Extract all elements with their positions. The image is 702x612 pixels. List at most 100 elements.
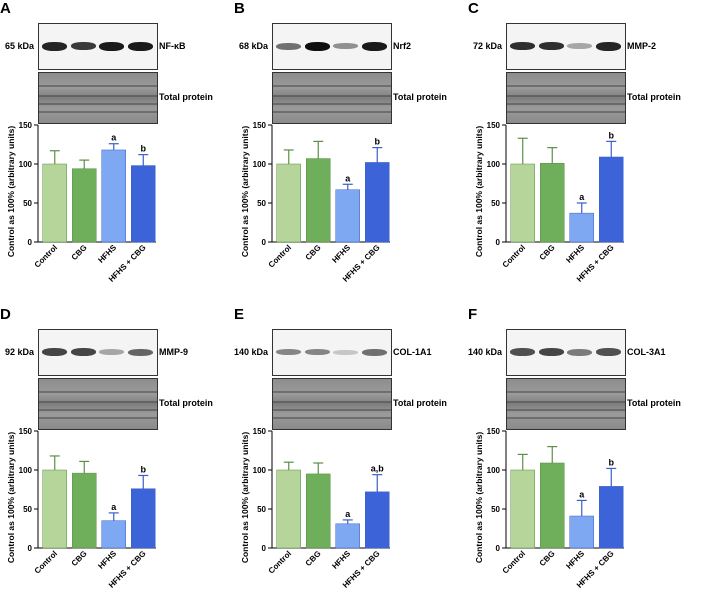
stain-band-line (39, 391, 157, 393)
bar-hfhs_cbg (131, 488, 156, 549)
stain-band-line (507, 417, 625, 419)
panel-letter: E (234, 306, 245, 323)
significance-label: b (609, 457, 615, 467)
bar-hfhs (569, 212, 594, 243)
y-tick-label: 150 (253, 121, 267, 130)
stain-band-line (39, 111, 157, 113)
blot-band (333, 43, 358, 49)
stain-band-line (507, 391, 625, 393)
total-protein-stain (506, 378, 626, 430)
panel-letter: F (468, 306, 478, 323)
x-tick-label: CBG (538, 549, 557, 568)
blot-band (70, 348, 96, 356)
y-axis-label: Control as 100% (arbitrary units) (6, 126, 16, 257)
stain-band-line (39, 95, 157, 97)
y-tick-label: 150 (19, 427, 33, 436)
panel-b: B 68 kDa Nrf2 Total protein 0 50 100 150 Control… (234, 0, 468, 306)
total-protein-stain (272, 378, 392, 430)
y-tick-label: 50 (491, 505, 500, 514)
stain-band-line (273, 391, 391, 393)
stain-band-line (273, 85, 391, 87)
molecular-weight-label: 72 kDa (472, 41, 502, 51)
target-protein-label: COL-1A1 (393, 347, 432, 357)
bar-hfhs (335, 189, 360, 243)
molecular-weight-label: 65 kDa (4, 41, 34, 51)
total-protein-label: Total protein (627, 398, 681, 408)
bar-cbg (72, 168, 97, 243)
bar-control (510, 163, 535, 243)
significance-label: b (141, 144, 147, 154)
x-tick-label: HFHS (330, 549, 352, 571)
significance-label: a,b (371, 464, 385, 474)
blot-band (42, 41, 67, 51)
western-blot (506, 329, 626, 376)
stain-band-line (273, 417, 391, 419)
western-blot (272, 23, 392, 70)
x-tick-label: HFHS (96, 243, 118, 265)
bar-cbg (72, 472, 97, 549)
bar-hfhs (335, 523, 360, 549)
stain-band-line (39, 103, 157, 105)
total-protein-label: Total protein (627, 92, 681, 102)
molecular-weight-label: 140 kDa (467, 347, 502, 357)
blot-band (510, 42, 535, 50)
x-tick-label: CBG (304, 243, 323, 262)
stain-band-line (507, 111, 625, 113)
y-tick-label: 100 (253, 466, 267, 475)
panel-letter: D (0, 306, 11, 323)
panel-letter: A (0, 0, 11, 17)
x-tick-label: Control (501, 243, 527, 269)
blot-band (567, 348, 592, 356)
blot-band (333, 349, 358, 355)
blot-band (510, 348, 535, 356)
bar-hfhs_cbg (131, 165, 156, 243)
molecular-weight-label: 68 kDa (238, 41, 268, 51)
significance-label: a (345, 173, 351, 183)
x-tick-label: HFHS (330, 243, 352, 265)
stain-band-line (507, 401, 625, 403)
blot-band (42, 348, 67, 356)
stain-band-line (273, 103, 391, 105)
x-tick-label: Control (267, 549, 293, 575)
blot-band (99, 349, 124, 355)
bar-hfhs_cbg (599, 486, 624, 549)
significance-label: a (579, 192, 585, 202)
significance-label: b (375, 137, 381, 147)
stain-band-line (507, 103, 625, 105)
target-protein-label: COL-3A1 (627, 347, 666, 357)
western-blot (272, 329, 392, 376)
total-protein-stain (38, 72, 158, 124)
bar-cbg (306, 158, 331, 243)
blot-band (127, 348, 153, 356)
panel-d: D 92 kDa MMP-9 Total protein 0 50 100 150 Contro… (0, 306, 234, 612)
y-axis-label: Control as 100% (arbitrary units) (474, 126, 484, 257)
y-axis-label: Control as 100% (arbitrary units) (474, 432, 484, 563)
blot-band (276, 349, 301, 355)
stain-band-line (39, 85, 157, 87)
x-tick-label: CBG (70, 243, 89, 262)
target-protein-label: NF-κB (159, 41, 186, 51)
stain-band-line (507, 85, 625, 87)
y-tick-label: 150 (19, 121, 33, 130)
panel-letter: C (468, 0, 479, 17)
stain-band-line (39, 409, 157, 411)
blot-band (276, 42, 301, 50)
blot-band (538, 348, 564, 356)
western-blot (38, 329, 158, 376)
bar-hfhs_cbg (599, 156, 624, 243)
y-tick-label: 0 (496, 238, 501, 247)
panel-f: F 140 kDa COL-3A1 Total protein 0 50 100 150 Con… (468, 306, 702, 612)
significance-label: b (141, 464, 147, 474)
bar-hfhs (569, 515, 594, 549)
stain-band-line (39, 401, 157, 403)
y-tick-label: 100 (19, 466, 33, 475)
x-tick-label: Control (267, 243, 293, 269)
total-protein-label: Total protein (159, 92, 213, 102)
y-tick-label: 0 (28, 238, 33, 247)
bar-cbg (306, 473, 331, 549)
y-axis-label: Control as 100% (arbitrary units) (6, 432, 16, 563)
